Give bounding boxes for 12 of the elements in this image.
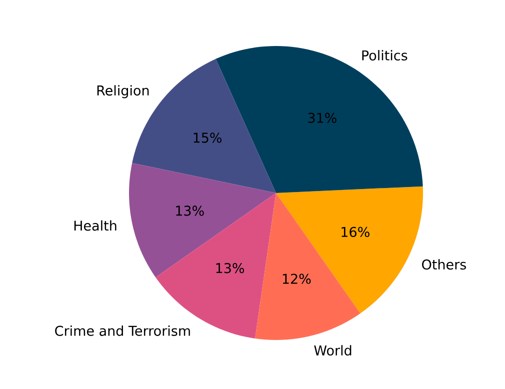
data-label: 12% [282,274,311,284]
data-label: 31% [308,112,336,123]
slice-label: World [314,345,352,356]
data-label: 15% [194,132,222,143]
slice-label: Religion [97,85,149,98]
data-label: 13% [176,206,204,216]
slice-label: Politics [362,50,408,60]
slice-label: Health [74,220,116,231]
slice-label: Crime and Terrorism [55,326,190,336]
data-label: 16% [342,226,370,238]
data-label: 13% [216,263,244,274]
slice-label: Others [422,259,466,270]
